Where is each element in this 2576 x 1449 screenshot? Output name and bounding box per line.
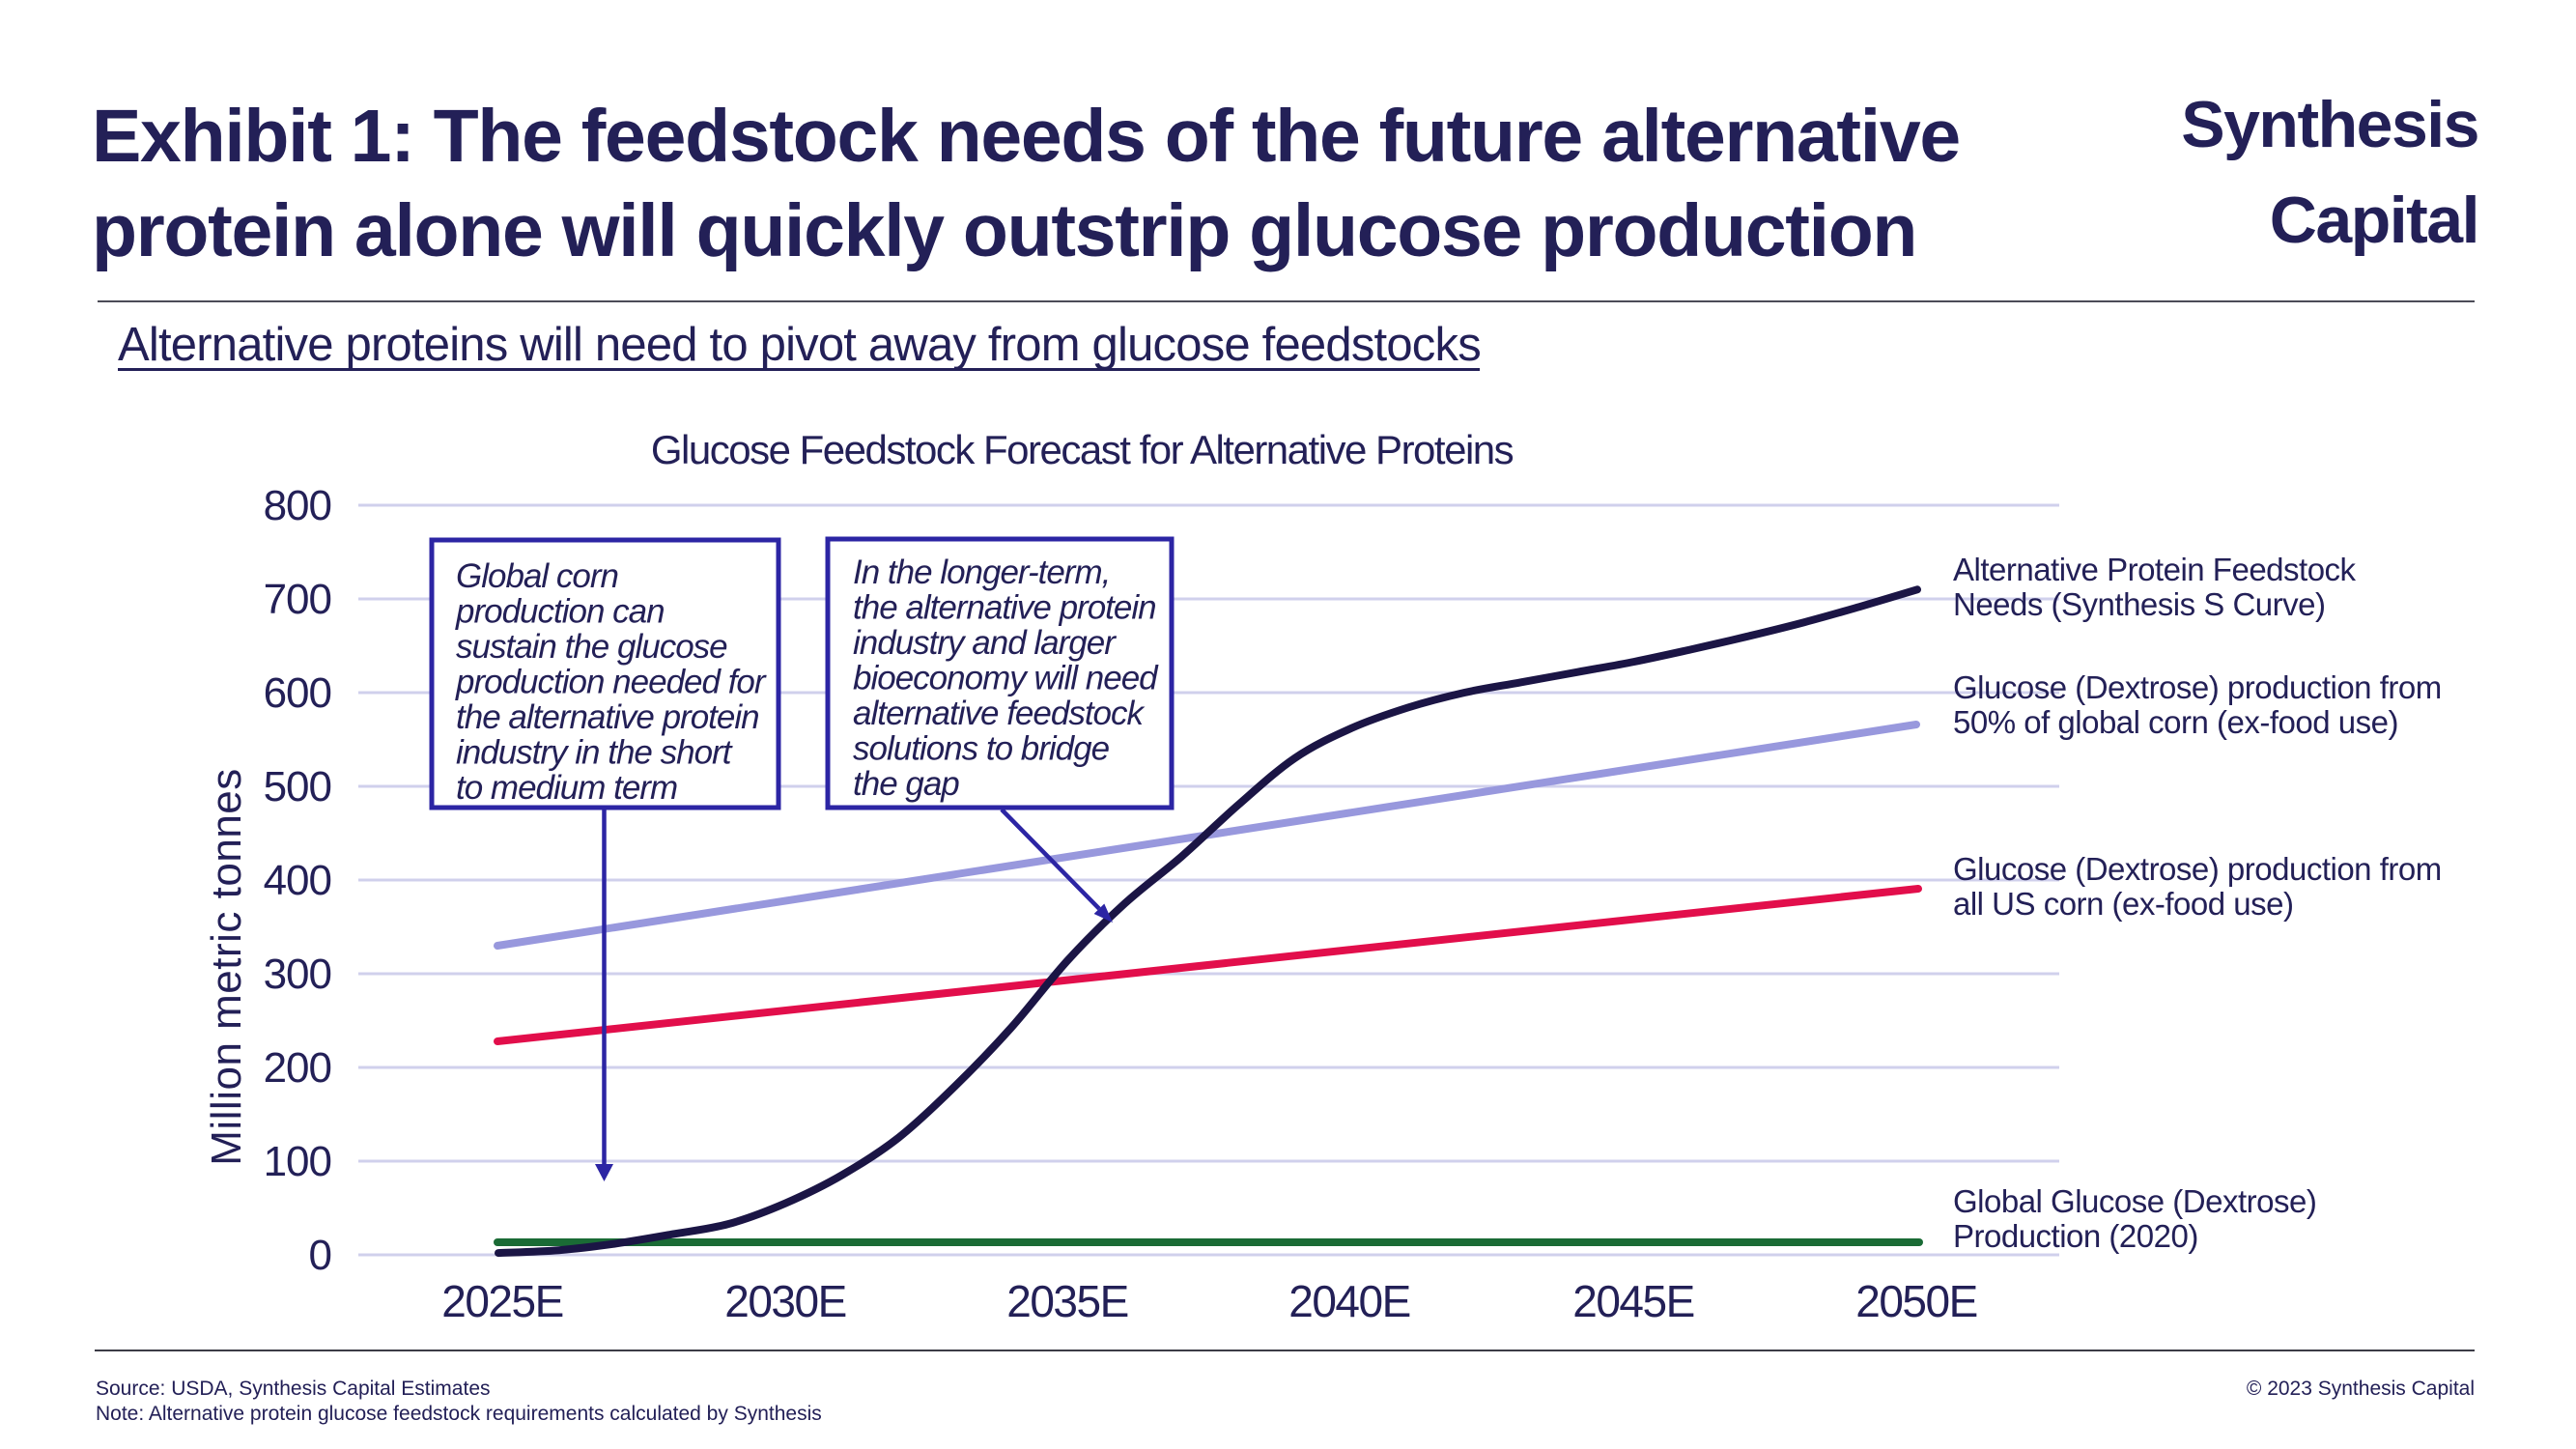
svg-text:400: 400	[264, 857, 331, 904]
svg-text:Global corn: Global corn	[456, 557, 618, 595]
svg-text:800: 800	[264, 482, 331, 529]
svg-text:the alternative protein: the alternative protein	[456, 698, 759, 736]
svg-text:all US corn (ex-food use): all US corn (ex-food use)	[1953, 886, 2293, 922]
svg-text:2045E: 2045E	[1572, 1276, 1694, 1326]
svg-text:In the longer-term,: In the longer-term,	[853, 554, 1110, 591]
svg-text:0: 0	[309, 1232, 331, 1279]
svg-text:production needed for: production needed for	[455, 664, 767, 701]
svg-text:100: 100	[264, 1138, 331, 1185]
svg-text:industry in the short: industry in the short	[456, 734, 733, 772]
svg-text:Alternative Protein Feedstock: Alternative Protein Feedstock	[1953, 552, 2357, 587]
svg-text:2030E: 2030E	[724, 1276, 846, 1326]
svg-text:Glucose (Dextrose) production: Glucose (Dextrose) production from	[1953, 851, 2442, 887]
svg-text:2040E: 2040E	[1288, 1276, 1410, 1326]
svg-text:2050E: 2050E	[1855, 1276, 1977, 1326]
svg-text:500: 500	[264, 763, 331, 810]
svg-text:600: 600	[264, 669, 331, 717]
svg-text:Glucose Feedstock Forecast for: Glucose Feedstock Forecast for Alternati…	[651, 427, 1514, 472]
svg-text:50% of global corn (ex-food us: 50% of global corn (ex-food use)	[1953, 704, 2398, 740]
svg-text:the gap: the gap	[853, 765, 959, 803]
svg-text:Glucose (Dextrose) production: Glucose (Dextrose) production from	[1953, 669, 2442, 705]
svg-text:production can: production can	[455, 593, 665, 631]
svg-text:300: 300	[264, 951, 331, 998]
svg-text:Global Glucose (Dextrose): Global Glucose (Dextrose)	[1953, 1183, 2316, 1219]
svg-text:Needs (Synthesis S Curve): Needs (Synthesis S Curve)	[1953, 586, 2325, 622]
svg-text:to medium term: to medium term	[456, 769, 677, 807]
svg-text:bioeconomy will need: bioeconomy will need	[853, 660, 1159, 697]
svg-text:700: 700	[264, 576, 331, 623]
svg-text:200: 200	[264, 1044, 331, 1092]
svg-text:2035E: 2035E	[1006, 1276, 1128, 1326]
svg-text:industry and larger: industry and larger	[853, 624, 1117, 662]
svg-text:solutions to bridge: solutions to bridge	[853, 730, 1110, 768]
svg-text:sustain the glucose: sustain the glucose	[456, 628, 727, 666]
svg-text:alternative feedstock: alternative feedstock	[853, 695, 1146, 732]
svg-text:Million metric tonnes: Million metric tonnes	[203, 768, 250, 1166]
svg-text:the alternative protein: the alternative protein	[853, 589, 1156, 627]
svg-text:Production (2020): Production (2020)	[1953, 1218, 2198, 1254]
svg-text:2025E: 2025E	[441, 1276, 563, 1326]
